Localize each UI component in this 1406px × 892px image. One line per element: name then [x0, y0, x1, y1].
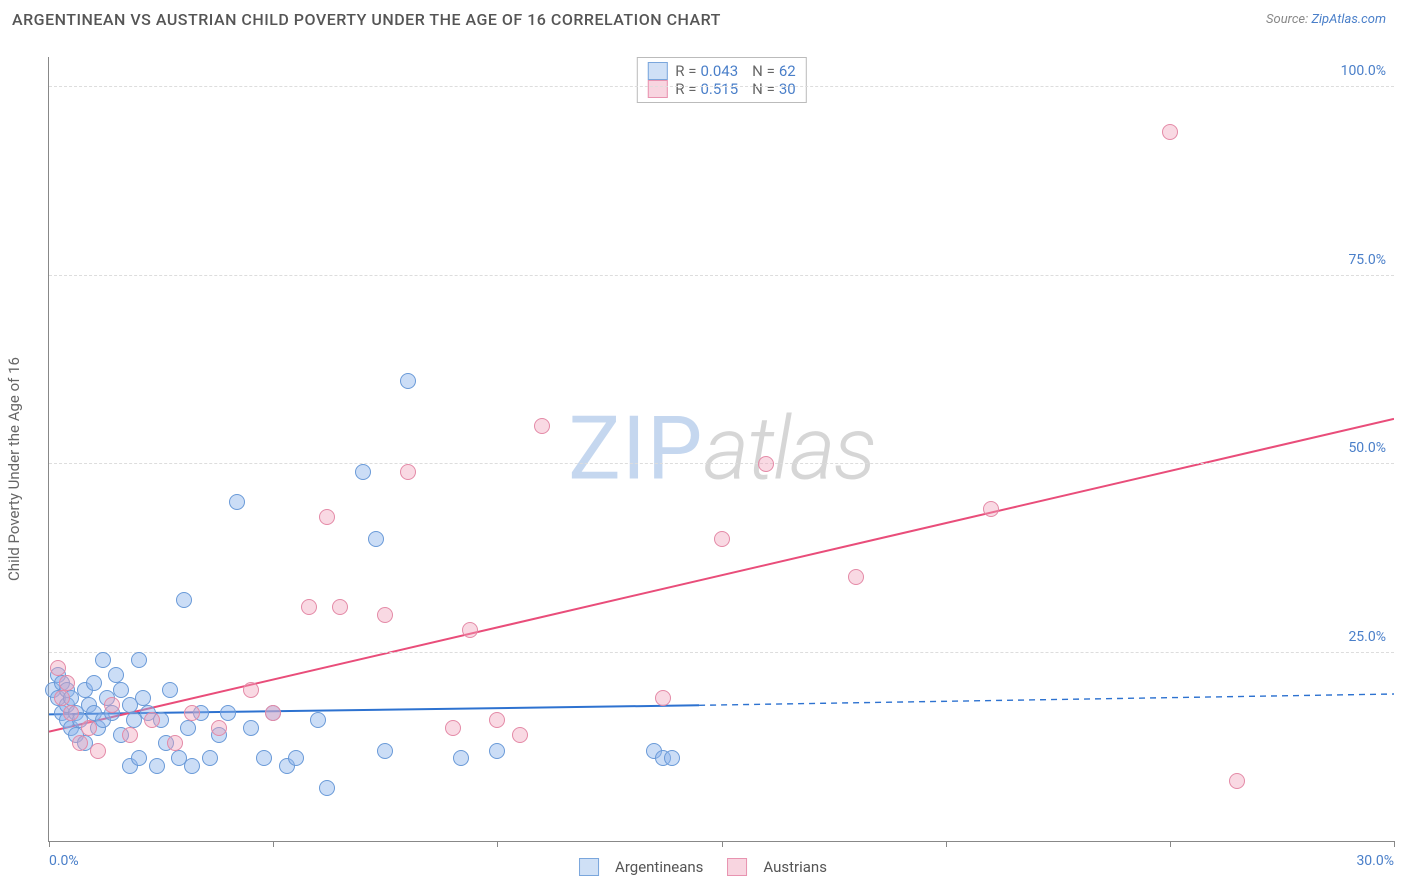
- scatter-point: [400, 464, 416, 480]
- scatter-point: [135, 690, 151, 706]
- watermark: ZIPatlas: [568, 398, 875, 501]
- scatter-point: [310, 712, 326, 728]
- x-tick: [273, 841, 274, 847]
- scatter-point: [108, 667, 124, 683]
- scatter-point: [512, 727, 528, 743]
- scatter-point: [184, 758, 200, 774]
- x-tick: [946, 841, 947, 847]
- legend-series-label: Argentineans: [615, 858, 703, 876]
- scatter-point: [377, 743, 393, 759]
- legend-correlation-row: R = 0.515N = 30: [647, 80, 795, 98]
- scatter-point: [453, 750, 469, 766]
- x-tick-label: 30.0%: [1356, 853, 1394, 869]
- scatter-point: [180, 720, 196, 736]
- scatter-point: [104, 697, 120, 713]
- scatter-point: [176, 592, 192, 608]
- scatter-point: [319, 509, 335, 525]
- scatter-point: [301, 599, 317, 615]
- scatter-point: [319, 780, 335, 796]
- x-tick: [497, 841, 498, 847]
- trend-line-extrapolated: [699, 694, 1394, 705]
- scatter-point: [1162, 124, 1178, 140]
- y-tick-label: 25.0%: [1348, 629, 1386, 645]
- legend-correlation-box: R = 0.043N = 62R = 0.515N = 30: [636, 57, 806, 103]
- scatter-point: [355, 464, 371, 480]
- scatter-point: [211, 720, 227, 736]
- scatter-point: [983, 501, 999, 517]
- scatter-point: [377, 607, 393, 623]
- scatter-point: [462, 622, 478, 638]
- scatter-point: [758, 456, 774, 472]
- scatter-point: [131, 652, 147, 668]
- scatter-point: [243, 720, 259, 736]
- chart-title: ARGENTINEAN VS AUSTRIAN CHILD POVERTY UN…: [12, 10, 721, 29]
- scatter-point: [90, 743, 106, 759]
- scatter-point: [243, 682, 259, 698]
- scatter-point: [332, 599, 348, 615]
- y-tick-label: 100.0%: [1341, 63, 1386, 79]
- scatter-point: [81, 720, 97, 736]
- scatter-point: [149, 758, 165, 774]
- legend-swatch: [647, 80, 667, 98]
- scatter-point: [54, 690, 70, 706]
- scatter-plot-area: ZIPatlas R = 0.043N = 62R = 0.515N = 30 …: [48, 57, 1394, 842]
- legend-series: Argentineans Austrians: [579, 858, 827, 876]
- legend-swatch: [579, 858, 599, 876]
- legend-correlation-row: R = 0.043N = 62: [647, 62, 795, 80]
- scatter-point: [489, 712, 505, 728]
- scatter-point: [229, 494, 245, 510]
- scatter-point: [50, 660, 66, 676]
- scatter-point: [162, 682, 178, 698]
- x-tick: [722, 841, 723, 847]
- scatter-point: [714, 531, 730, 547]
- scatter-point: [86, 675, 102, 691]
- scatter-point: [368, 531, 384, 547]
- legend-series-label: Austrians: [763, 858, 827, 876]
- scatter-point: [664, 750, 680, 766]
- scatter-point: [220, 705, 236, 721]
- scatter-point: [202, 750, 218, 766]
- scatter-point: [144, 712, 160, 728]
- scatter-point: [184, 705, 200, 721]
- gridline: [49, 652, 1394, 653]
- scatter-point: [445, 720, 461, 736]
- scatter-point: [59, 675, 75, 691]
- scatter-point: [113, 682, 129, 698]
- legend-swatch: [647, 62, 667, 80]
- gridline: [49, 463, 1394, 464]
- x-tick: [1394, 841, 1395, 847]
- scatter-point: [167, 735, 183, 751]
- x-tick: [49, 841, 50, 847]
- scatter-point: [1229, 773, 1245, 789]
- scatter-point: [95, 652, 111, 668]
- legend-series-item: Austrians: [727, 858, 827, 876]
- y-tick-label: 75.0%: [1348, 252, 1386, 268]
- scatter-point: [265, 705, 281, 721]
- y-tick-label: 50.0%: [1348, 440, 1386, 456]
- gridline: [49, 275, 1394, 276]
- y-axis-label: Child Poverty Under the Age of 16: [5, 357, 23, 581]
- scatter-point: [655, 690, 671, 706]
- scatter-point: [489, 743, 505, 759]
- scatter-point: [534, 418, 550, 434]
- scatter-point: [72, 735, 88, 751]
- gridline: [49, 86, 1394, 87]
- scatter-point: [848, 569, 864, 585]
- scatter-point: [288, 750, 304, 766]
- legend-series-item: Argentineans: [579, 858, 703, 876]
- scatter-point: [122, 727, 138, 743]
- scatter-point: [63, 705, 79, 721]
- scatter-point: [131, 750, 147, 766]
- source-attribution: Source: ZipAtlas.com: [1266, 12, 1386, 27]
- x-tick-label: 0.0%: [49, 853, 79, 869]
- legend-swatch: [727, 858, 747, 876]
- x-tick: [1170, 841, 1171, 847]
- scatter-point: [256, 750, 272, 766]
- scatter-point: [400, 373, 416, 389]
